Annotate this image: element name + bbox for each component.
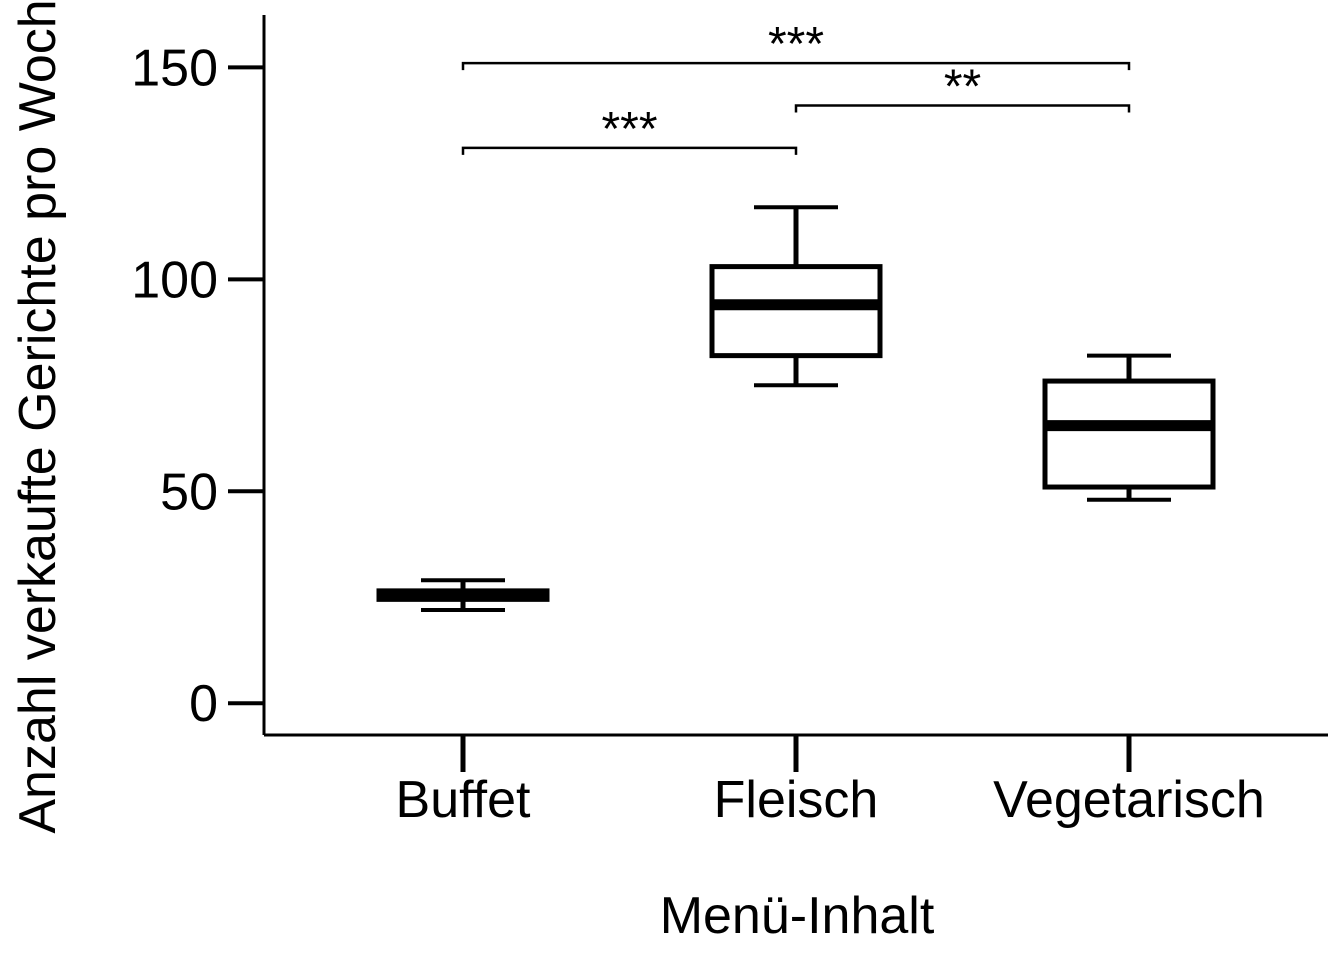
bracket-line	[794, 104, 1131, 113]
significance-brackets: ********	[461, 18, 1131, 156]
x-tick-label: Buffet	[396, 771, 531, 829]
y-axis-label: Anzahl verkaufte Gerichte pro Woche	[9, 0, 67, 834]
box-iqr	[1042, 378, 1216, 490]
y-tick-label: 150	[131, 39, 218, 97]
box-fleisch	[709, 205, 883, 388]
y-ticks: 0 50 100 150	[131, 39, 264, 733]
box-buffet	[376, 578, 550, 612]
bracket-line	[461, 146, 798, 155]
boxes	[376, 205, 1216, 612]
significance-label: ***	[768, 18, 824, 71]
x-tick-label: Vegetarisch	[993, 771, 1265, 829]
x-tick-label: Fleisch	[714, 771, 879, 829]
bracket-line	[461, 61, 1131, 71]
box-vegetarisch	[1042, 353, 1216, 502]
x-ticks: Buffet Fleisch Vegetarisch	[396, 735, 1265, 829]
significance-bracket: **	[794, 61, 1131, 114]
x-axis-label: Menü-Inhalt	[660, 887, 935, 945]
significance-bracket: ***	[461, 103, 798, 156]
y-tick-label: 0	[189, 675, 218, 733]
significance-label: ***	[601, 103, 657, 156]
y-tick-label: 100	[131, 251, 218, 309]
significance-bracket: ***	[461, 18, 1131, 71]
box-iqr	[709, 264, 883, 359]
y-tick-label: 50	[160, 463, 218, 521]
significance-label: **	[944, 61, 981, 114]
